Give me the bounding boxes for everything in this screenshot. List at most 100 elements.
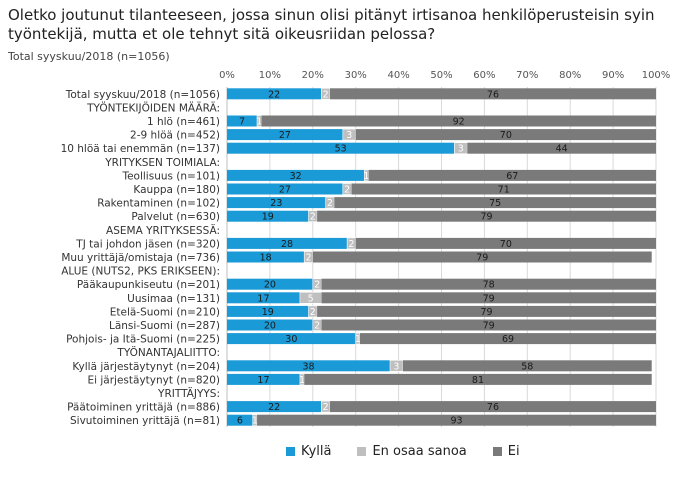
bar-segment xyxy=(342,183,352,195)
data-label: 3 xyxy=(346,130,352,141)
legend-label-ei: Ei xyxy=(507,444,520,459)
bar-segment xyxy=(304,251,313,263)
legend-swatch-en-osaa-sanoa xyxy=(357,447,367,456)
legend-item-ei: Ei xyxy=(492,444,520,459)
category-header-label: ASEMA YRITYKSESSÄ: xyxy=(106,224,220,237)
legend-swatch-ei xyxy=(492,447,502,456)
bar-segment xyxy=(312,251,652,263)
data-label: 2 xyxy=(310,212,316,223)
data-label: 81 xyxy=(472,375,484,386)
data-label: 2 xyxy=(323,402,329,413)
x-tick-label: 60% xyxy=(473,70,495,81)
data-label: 70 xyxy=(500,130,512,141)
bar-segment xyxy=(321,292,656,304)
row-label: Etelä-Suomi (n=210) xyxy=(110,306,220,318)
bar-segment xyxy=(467,142,656,154)
data-label: 79 xyxy=(483,293,495,304)
bar-segment xyxy=(317,210,656,222)
data-label: 79 xyxy=(480,307,492,318)
data-label: 1 xyxy=(256,117,262,128)
bar-segment xyxy=(227,319,313,331)
bar-segment xyxy=(454,142,468,154)
bar-segment-outline xyxy=(312,319,322,331)
data-label: 44 xyxy=(556,144,568,155)
data-label: 19 xyxy=(262,212,274,223)
bar-segment xyxy=(227,401,322,413)
row-label: Palvelut (n=630) xyxy=(131,211,220,223)
data-label: 76 xyxy=(487,402,499,413)
x-tick-label: 90% xyxy=(602,70,624,81)
data-label: 17 xyxy=(257,293,269,304)
row-label: Pohjois- ja Itä-Suomi (n=225) xyxy=(66,334,220,346)
bar-segment xyxy=(334,197,656,209)
legend-label-kylla: Kyllä xyxy=(301,444,332,459)
row-label: Ei järjestäytynyt (n=820) xyxy=(87,374,220,386)
row-label: 10 hlöä tai enemmän (n=137) xyxy=(61,143,220,155)
data-label: 27 xyxy=(279,185,291,196)
data-label: 76 xyxy=(487,89,499,100)
data-label: 32 xyxy=(290,171,302,182)
bar-segment xyxy=(325,197,335,209)
bar-segment xyxy=(227,360,391,372)
bar-segment xyxy=(308,305,318,317)
data-label: 79 xyxy=(483,321,495,332)
data-label: 22 xyxy=(268,89,280,100)
data-label: 17 xyxy=(257,375,269,386)
bar-segment-outline xyxy=(342,128,356,141)
bar-segment xyxy=(227,251,305,263)
x-tick-label: 30% xyxy=(345,70,367,81)
bar-segment xyxy=(390,360,403,372)
bar-segment xyxy=(347,237,356,249)
bar-segment xyxy=(227,115,258,127)
bar-segment xyxy=(304,373,652,385)
data-label: 38 xyxy=(302,361,314,372)
bar-segment xyxy=(252,414,258,426)
bar-segment xyxy=(227,142,455,154)
legend-swatch-kylla xyxy=(286,447,295,456)
bar-segment xyxy=(257,115,262,127)
bar-segment xyxy=(299,373,305,385)
x-tick-label: 20% xyxy=(302,70,324,81)
bar-segment xyxy=(342,129,356,141)
bar-segment xyxy=(368,169,656,181)
bar-segment xyxy=(227,414,253,426)
category-header-label: ALUE (NUTS2, PKS ERIKSEEN): xyxy=(61,266,220,278)
bar-segment-outline xyxy=(389,359,404,372)
chart-title: Oletko joutunut tilanteeseen, jossa sinu… xyxy=(8,6,655,43)
bar-segment xyxy=(227,210,309,222)
x-tick-label: 50% xyxy=(430,70,452,81)
bar-segment xyxy=(227,305,309,317)
data-label: 18 xyxy=(260,253,272,264)
bar-segment xyxy=(308,210,318,222)
data-label: 30 xyxy=(285,334,297,345)
bar-segment xyxy=(355,237,656,249)
x-tick-label: 70% xyxy=(516,70,538,81)
data-label: 7 xyxy=(239,117,245,128)
bar-segment xyxy=(402,360,652,372)
data-label: 70 xyxy=(500,239,512,250)
data-label: 67 xyxy=(506,171,518,182)
data-label: 28 xyxy=(281,239,293,250)
data-label: 79 xyxy=(476,253,488,264)
bar-segment xyxy=(329,401,656,413)
data-label: 2 xyxy=(314,321,320,332)
data-label: 19 xyxy=(262,307,274,318)
legend: Kyllä En osaa sanoa Ei xyxy=(286,444,520,459)
bar-segment xyxy=(355,333,360,345)
row-label: Sivutoiminen yrittäjä (n=81) xyxy=(70,415,220,427)
data-label: 2 xyxy=(348,239,354,250)
x-tick-label: 10% xyxy=(259,70,281,81)
bar-segment xyxy=(261,115,656,127)
data-label: 1 xyxy=(363,171,369,182)
bar-segment xyxy=(312,278,322,290)
bar-segment xyxy=(321,88,330,100)
bar-segment xyxy=(227,129,343,141)
data-label: 3 xyxy=(393,361,399,372)
x-tick-label: 0% xyxy=(219,70,235,81)
data-label: 22 xyxy=(268,402,280,413)
x-tick-label: 80% xyxy=(559,70,581,81)
bar-segment xyxy=(329,88,656,100)
bar-segment xyxy=(312,319,322,331)
category-header-label: YRITTÄJYYS: xyxy=(157,387,220,400)
